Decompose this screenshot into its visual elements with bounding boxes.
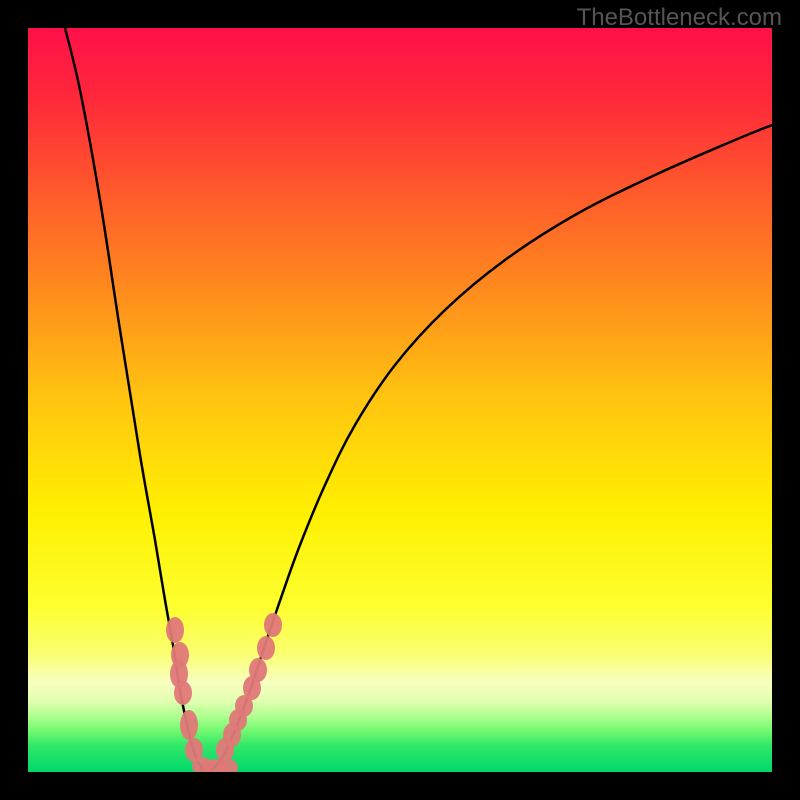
data-marker — [174, 681, 192, 705]
curve-right-branch — [208, 125, 772, 772]
chart-frame: TheBottleneck.com — [0, 0, 800, 800]
data-marker — [218, 759, 238, 777]
data-marker — [264, 613, 282, 637]
watermark-text: TheBottleneck.com — [577, 4, 782, 32]
data-marker — [249, 658, 267, 682]
curve-layer — [0, 0, 800, 800]
data-marker — [166, 617, 184, 643]
data-marker — [180, 710, 198, 740]
data-marker — [257, 636, 275, 660]
